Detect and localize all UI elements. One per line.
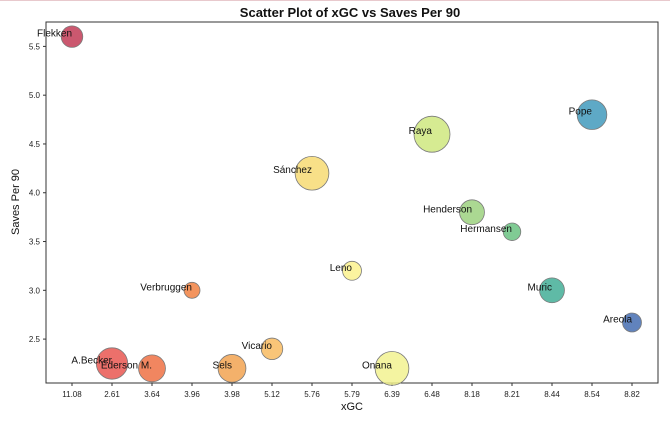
y-tick-label: 4.0 <box>29 189 41 198</box>
x-tick-label: 8.54 <box>584 390 600 399</box>
point-label-onana: Onana <box>362 360 392 371</box>
point-sels <box>217 354 247 383</box>
y-axis-label: Saves Per 90 <box>10 169 22 235</box>
x-tick-label: 8.18 <box>464 390 480 399</box>
x-axis-ticks: 11.08 2.61 3.64 3.96 3.98 5.12 5.76 5.79 6.39 6.4… <box>62 383 640 399</box>
point-muric <box>539 277 565 304</box>
chart-title: Scatter Plot of xGC vs Saves Per 90 <box>240 5 460 20</box>
point-label-raya: Raya <box>409 126 433 137</box>
point-label-flekken: Flekken <box>37 29 72 40</box>
y-axis-ticks: 2.5 3.0 3.5 4.0 4.5 5.0 5.5 <box>29 42 46 344</box>
x-tick-label: 8.21 <box>504 390 520 399</box>
x-tick-label: 3.96 <box>184 390 200 399</box>
point-label-verbruggen: Verbruggen <box>140 282 192 293</box>
point-s-nchez <box>294 155 330 191</box>
point-a-becker <box>95 347 129 380</box>
point-label-areola: Areola <box>603 315 632 326</box>
point-label-vicario: Vicario <box>242 341 273 352</box>
y-tick-label: 3.0 <box>29 286 41 295</box>
x-tick-label: 5.12 <box>264 390 280 399</box>
x-tick-label: 8.44 <box>544 390 560 399</box>
point-label-leno: Leno <box>330 263 353 274</box>
point-areola <box>622 312 642 333</box>
point-label-s-nchez: Sánchez <box>273 165 312 176</box>
point-onana <box>374 351 410 386</box>
point-label-sels: Sels <box>213 360 232 371</box>
point-label-a-becker: A.Becker <box>71 355 112 366</box>
point-label-muric: Muric <box>528 282 552 293</box>
x-axis-label: xGC <box>341 401 363 413</box>
point-leno <box>342 260 362 281</box>
point-label-ederson-m-: Ederson M. <box>101 360 152 371</box>
point-ederson-m- <box>138 354 166 383</box>
y-tick-label: 5.5 <box>29 42 41 51</box>
x-tick-label: 11.08 <box>62 390 82 399</box>
plot-area-frame <box>45 21 659 384</box>
x-tick-label: 3.64 <box>144 390 160 399</box>
x-tick-label: 6.39 <box>384 390 400 399</box>
y-tick-label: 5.0 <box>29 91 41 100</box>
scatter-points <box>60 25 642 386</box>
x-tick-label: 6.48 <box>424 390 440 399</box>
x-tick-label: 2.61 <box>104 390 120 399</box>
x-tick-label: 5.79 <box>344 390 360 399</box>
point-raya <box>413 115 451 153</box>
point-hermansen <box>502 222 522 241</box>
point-vicario <box>260 337 284 361</box>
point-label-hermansen: Hermansen <box>460 224 512 235</box>
x-tick-label: 8.82 <box>624 390 640 399</box>
x-tick-label: 5.76 <box>304 390 320 399</box>
y-tick-label: 4.5 <box>29 140 41 149</box>
x-tick-label: 3.98 <box>224 390 240 399</box>
top-border-line <box>0 0 670 1</box>
point-flekken <box>60 25 84 48</box>
point-verbruggen <box>183 281 201 299</box>
point-label-pope: Pope <box>569 107 593 118</box>
point-label-henderson: Henderson <box>423 204 472 215</box>
y-tick-label: 2.5 <box>29 335 41 344</box>
point-pope <box>576 99 608 130</box>
point-henderson <box>459 199 485 226</box>
y-tick-label: 3.5 <box>29 238 41 247</box>
